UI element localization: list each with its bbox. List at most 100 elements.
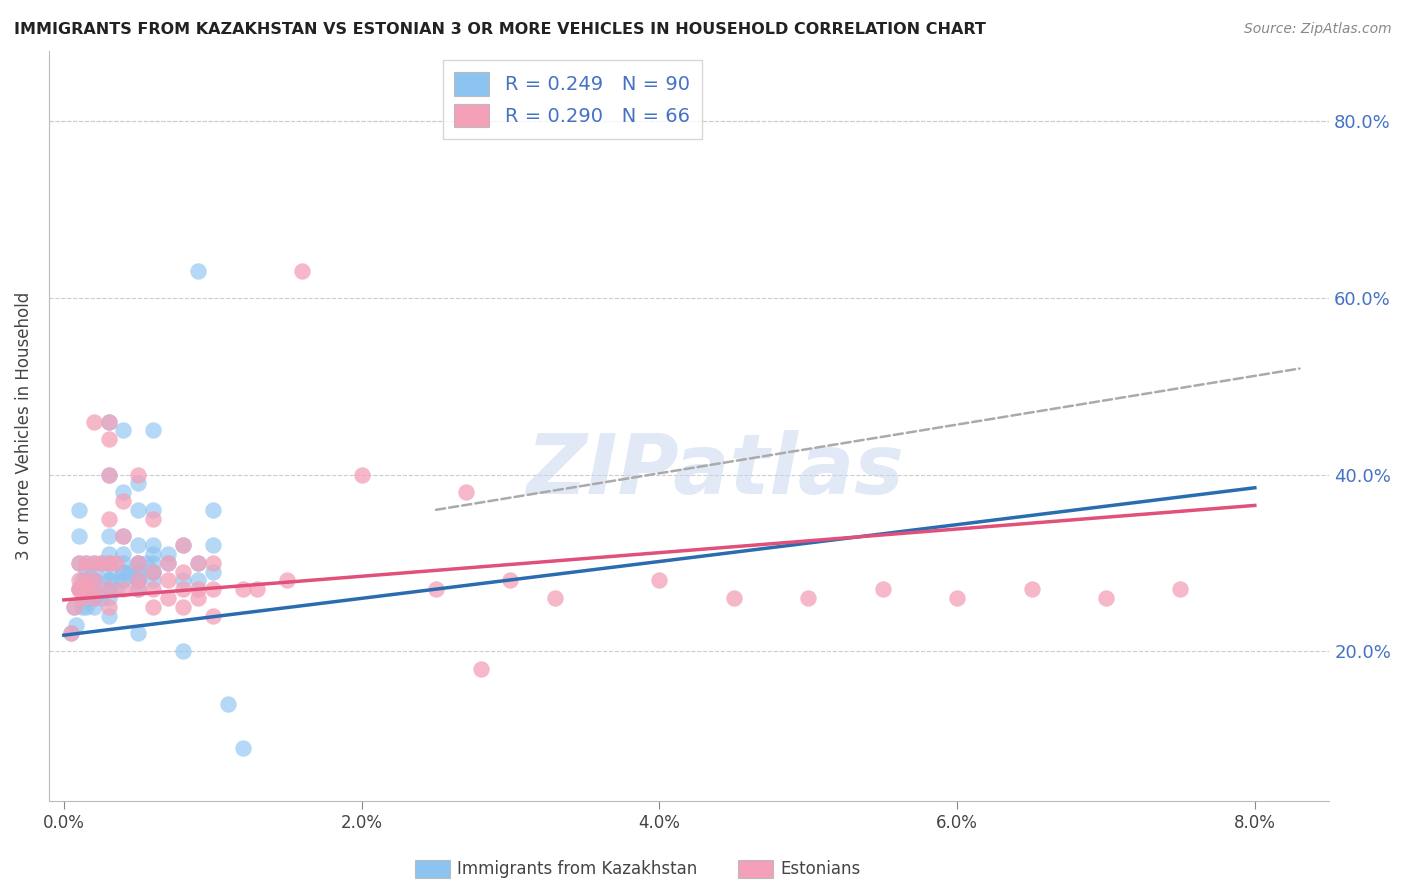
Point: [104, 556, 127, 570]
Point: [83, 582, 105, 597]
Point: [97, 432, 120, 446]
Point: [157, 556, 180, 570]
Point: [648, 574, 671, 588]
Point: [67, 503, 90, 517]
Point: [75, 574, 97, 588]
Point: [142, 582, 165, 597]
Point: [872, 582, 894, 597]
Point: [291, 264, 314, 278]
Point: [112, 565, 135, 579]
Point: [97, 415, 120, 429]
Point: [97, 467, 120, 482]
Point: [63, 599, 86, 614]
Point: [83, 574, 105, 588]
Point: [142, 511, 165, 525]
Point: [172, 644, 194, 658]
Point: [127, 556, 149, 570]
Point: [454, 485, 477, 500]
Point: [75, 591, 97, 606]
Point: [201, 608, 224, 623]
Point: [90, 591, 112, 606]
Point: [470, 662, 492, 676]
Point: [83, 582, 105, 597]
Legend: R = 0.249   N = 90, R = 0.290   N = 66: R = 0.249 N = 90, R = 0.290 N = 66: [443, 61, 702, 139]
Point: [75, 582, 97, 597]
Point: [127, 467, 149, 482]
Point: [112, 565, 135, 579]
Point: [246, 582, 269, 597]
Point: [127, 582, 149, 597]
Point: [112, 582, 135, 597]
Point: [97, 556, 120, 570]
Point: [112, 556, 135, 570]
Point: [127, 565, 149, 579]
Point: [142, 565, 165, 579]
Point: [83, 582, 105, 597]
Point: [75, 582, 97, 597]
Point: [60, 626, 83, 640]
Point: [201, 565, 224, 579]
Point: [127, 574, 149, 588]
Point: [83, 415, 105, 429]
Point: [67, 556, 90, 570]
Point: [75, 556, 97, 570]
Point: [97, 599, 120, 614]
Point: [127, 574, 149, 588]
Point: [157, 547, 180, 561]
Point: [201, 538, 224, 552]
Point: [499, 574, 522, 588]
Point: [142, 565, 165, 579]
Point: [67, 556, 90, 570]
Point: [127, 538, 149, 552]
Point: [425, 582, 447, 597]
Point: [97, 608, 120, 623]
Point: [1095, 591, 1118, 606]
Point: [142, 565, 165, 579]
Point: [172, 538, 194, 552]
Point: [65, 617, 87, 632]
Point: [1170, 582, 1192, 597]
Point: [112, 574, 135, 588]
Point: [1021, 582, 1043, 597]
Text: ZIPatlas: ZIPatlas: [526, 431, 904, 511]
Point: [83, 591, 105, 606]
Text: Estonians: Estonians: [780, 860, 860, 878]
Point: [83, 582, 105, 597]
Point: [75, 574, 97, 588]
Point: [67, 574, 90, 588]
Point: [544, 591, 567, 606]
Point: [97, 582, 120, 597]
Point: [112, 423, 135, 437]
Point: [127, 556, 149, 570]
Point: [172, 574, 194, 588]
Point: [127, 626, 149, 640]
Point: [723, 591, 745, 606]
Point: [97, 547, 120, 561]
Point: [97, 415, 120, 429]
Point: [104, 582, 127, 597]
Point: [97, 511, 120, 525]
Point: [90, 556, 112, 570]
Point: [75, 582, 97, 597]
Y-axis label: 3 or more Vehicles in Household: 3 or more Vehicles in Household: [15, 292, 32, 560]
Point: [75, 556, 97, 570]
Point: [67, 582, 90, 597]
Point: [142, 503, 165, 517]
Point: [112, 494, 135, 508]
Point: [187, 264, 209, 278]
Point: [120, 565, 142, 579]
Point: [127, 565, 149, 579]
Point: [83, 556, 105, 570]
Point: [97, 467, 120, 482]
Point: [83, 591, 105, 606]
Point: [75, 599, 97, 614]
Point: [217, 697, 239, 711]
Point: [63, 599, 86, 614]
Point: [70, 574, 93, 588]
Point: [67, 582, 90, 597]
Point: [142, 423, 165, 437]
Point: [142, 556, 165, 570]
Point: [187, 556, 209, 570]
Point: [187, 591, 209, 606]
Point: [797, 591, 820, 606]
